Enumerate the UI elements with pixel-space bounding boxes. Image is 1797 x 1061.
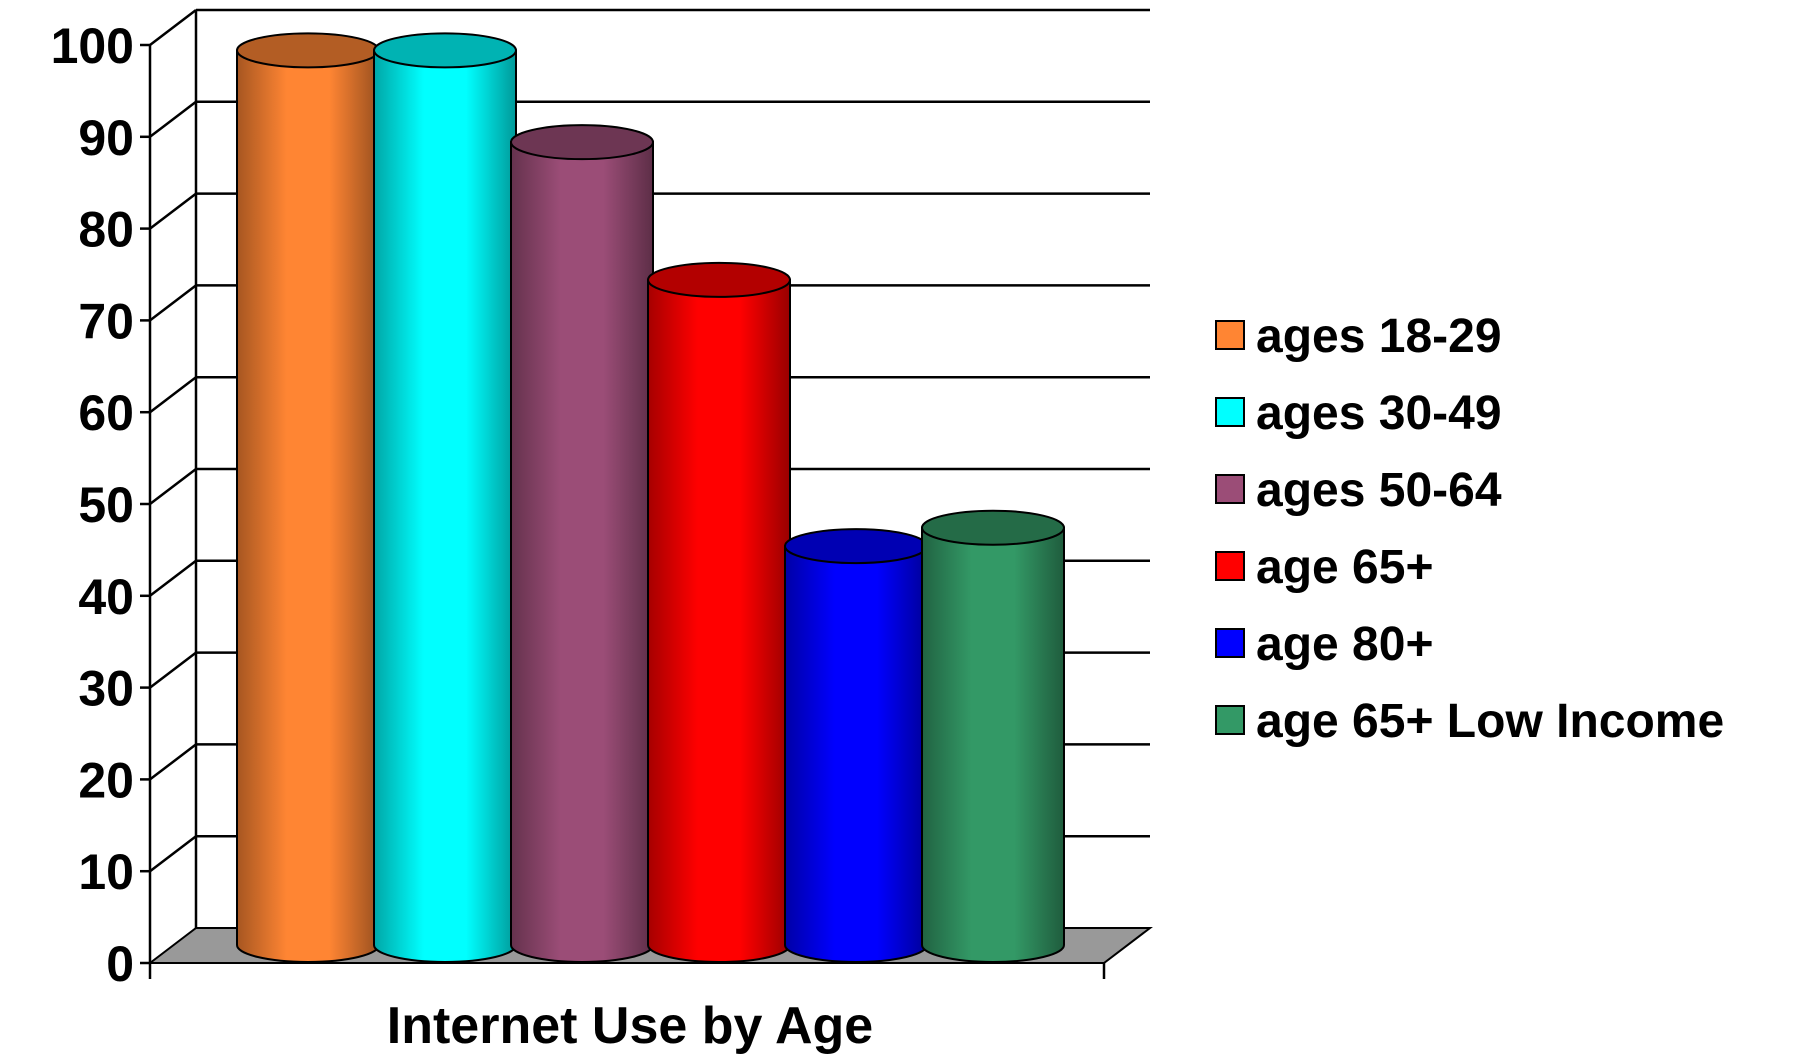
legend-swatch bbox=[1215, 551, 1245, 581]
legend-item: age 65+ bbox=[1215, 541, 1433, 594]
y-tick-label: 100 bbox=[51, 18, 134, 74]
bar-top bbox=[647, 261, 791, 298]
bar-5 bbox=[921, 509, 1065, 963]
legend-item: ages 30-49 bbox=[1215, 387, 1502, 440]
gridline-diagonal bbox=[149, 284, 197, 322]
bar-body bbox=[236, 49, 380, 963]
y-tick-label: 20 bbox=[78, 752, 134, 808]
legend-label: ages 50-64 bbox=[1256, 464, 1502, 517]
gridline-diagonal bbox=[149, 376, 197, 414]
bar-top bbox=[921, 509, 1065, 546]
legend-item: age 65+ Low Income bbox=[1215, 695, 1724, 748]
legend-swatch bbox=[1215, 474, 1245, 504]
bar-top bbox=[236, 32, 380, 69]
y-tick-label: 60 bbox=[78, 385, 134, 441]
bar-body bbox=[921, 526, 1065, 963]
bar-top bbox=[784, 528, 928, 565]
bars bbox=[236, 32, 1065, 963]
bar-1 bbox=[373, 32, 517, 963]
bar-2 bbox=[510, 124, 654, 963]
y-tick-label: 0 bbox=[106, 936, 134, 992]
gridline-diagonal bbox=[149, 559, 197, 597]
x-axis-label: Internet Use by Age bbox=[387, 997, 873, 1055]
y-tick-label: 50 bbox=[78, 477, 134, 533]
legend-label: age 65+ Low Income bbox=[1256, 695, 1724, 748]
legend-item: ages 18-29 bbox=[1215, 310, 1502, 363]
gridline-diagonal bbox=[149, 100, 197, 138]
gridline-diagonal bbox=[149, 9, 197, 46]
legend-item: age 80+ bbox=[1215, 618, 1433, 671]
y-tick-label: 40 bbox=[78, 569, 134, 625]
bar-body bbox=[784, 545, 928, 963]
bar-body bbox=[510, 141, 654, 963]
bar-top bbox=[373, 32, 517, 69]
y-tick-label: 30 bbox=[78, 661, 134, 717]
y-tick-label: 10 bbox=[78, 844, 134, 900]
legend-item: ages 50-64 bbox=[1215, 464, 1502, 517]
gridline-diagonal bbox=[149, 835, 197, 873]
legend-swatch bbox=[1215, 705, 1245, 735]
legend-label: age 65+ bbox=[1256, 541, 1433, 594]
gridline-diagonal bbox=[149, 192, 197, 230]
bar-top bbox=[510, 124, 654, 161]
legend-label: ages 30-49 bbox=[1256, 387, 1502, 440]
legend: ages 18-29 ages 30-49 ages 50-64 age 65+ age… bbox=[1215, 310, 1724, 748]
legend-label: ages 18-29 bbox=[1256, 310, 1502, 363]
bar-3 bbox=[647, 261, 791, 963]
y-tick-label: 70 bbox=[78, 293, 134, 349]
legend-swatch bbox=[1215, 320, 1245, 350]
y-tick-label: 90 bbox=[78, 110, 134, 166]
legend-swatch bbox=[1215, 397, 1245, 427]
bar-body bbox=[647, 278, 791, 963]
bar-body bbox=[373, 49, 517, 963]
y-tick-label: 80 bbox=[78, 202, 134, 258]
y-axis-tick-labels: 0 10 20 30 40 50 60 70 80 90 100 bbox=[51, 18, 1106, 992]
legend-label: age 80+ bbox=[1256, 618, 1433, 671]
bar-4 bbox=[784, 528, 928, 963]
gridline-diagonal bbox=[149, 743, 197, 781]
gridline-diagonal bbox=[149, 651, 197, 689]
gridline-diagonal bbox=[149, 468, 197, 505]
bar-0 bbox=[236, 32, 380, 963]
legend-swatch bbox=[1215, 628, 1245, 658]
